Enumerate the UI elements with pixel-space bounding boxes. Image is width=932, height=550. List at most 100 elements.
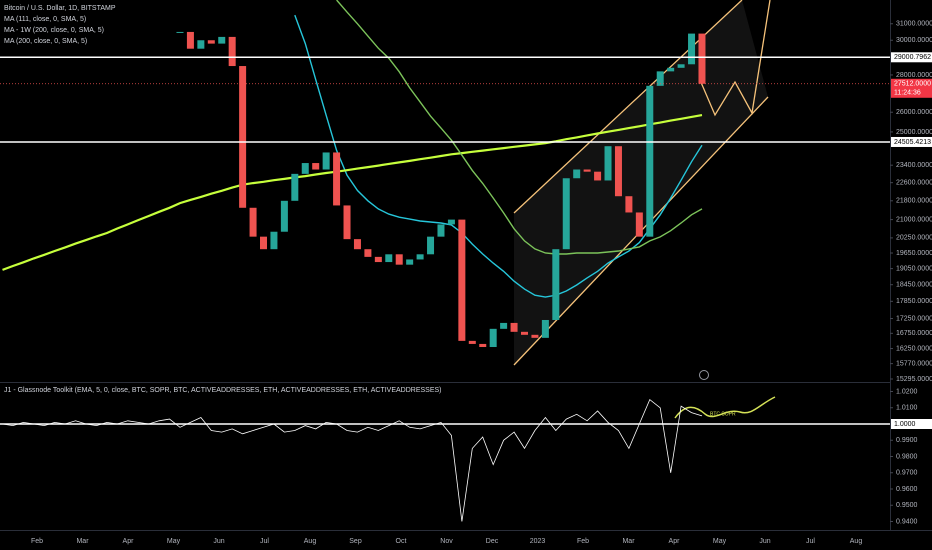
last-price-label: 27512.0000 <box>894 81 931 88</box>
projection-path <box>699 0 771 117</box>
x-tick-label: Feb <box>31 538 43 545</box>
level-label: 24505.4213 <box>894 139 931 146</box>
candle <box>531 334 539 338</box>
candle <box>562 178 570 250</box>
y-tick-label: 26000.0000 <box>896 109 932 116</box>
candle <box>364 249 372 257</box>
y-tick-label: 0.9500 <box>896 502 918 509</box>
y-tick-label: 0.9900 <box>896 437 918 444</box>
y-tick-label: 0.9800 <box>896 453 918 460</box>
x-tick-label: May <box>167 538 181 545</box>
x-tick-label: Jun <box>759 538 770 545</box>
candle <box>614 146 622 197</box>
x-tick-label: Jul <box>260 538 269 545</box>
candle <box>186 31 194 49</box>
x-tick-label: Apr <box>123 538 135 545</box>
y-tick-label: 22600.0000 <box>896 180 932 187</box>
marks <box>2 0 706 522</box>
sopr-drawing <box>674 396 776 419</box>
candle <box>385 254 393 263</box>
candle <box>635 212 643 237</box>
y-tick-label: 15770.0000 <box>896 360 932 367</box>
x-tick-label: Oct <box>396 538 407 545</box>
legend-entry: MA (111, close, 0, SMA, 5) <box>4 16 86 23</box>
moving-average <box>2 114 703 271</box>
y-tick-label: 19650.0000 <box>896 250 932 257</box>
x-tick-label: Aug <box>304 538 317 545</box>
candle <box>322 152 330 170</box>
candle <box>280 200 288 232</box>
candle <box>406 259 414 265</box>
candle <box>176 31 184 33</box>
candle <box>301 163 309 174</box>
candle <box>677 64 685 68</box>
candle <box>646 85 654 237</box>
candle <box>594 171 602 181</box>
candle <box>489 328 497 348</box>
candle <box>510 322 518 332</box>
x-tick-label: Jul <box>806 538 815 545</box>
candle <box>239 66 247 208</box>
x-tick-label: Feb <box>577 538 589 545</box>
candle <box>573 169 581 179</box>
candle <box>270 231 278 250</box>
candle <box>583 169 591 172</box>
last-price-tag <box>891 78 932 98</box>
candle <box>249 207 257 237</box>
level-tag <box>891 52 932 63</box>
x-tick-label: 2023 <box>530 538 546 545</box>
candle <box>218 36 226 44</box>
legend-entry: MA (200, close, 0, SMA, 5) <box>4 38 87 45</box>
candle <box>228 36 236 67</box>
moving-average <box>294 14 703 298</box>
candle <box>353 239 361 250</box>
candle <box>479 343 487 348</box>
candle <box>416 254 424 260</box>
candle <box>374 256 382 263</box>
candle <box>395 254 403 265</box>
candle <box>333 152 341 206</box>
y-tick-label: 0.9600 <box>896 486 918 493</box>
icon <box>699 370 709 380</box>
candle <box>521 331 528 335</box>
y-tick-label: 1.0200 <box>896 388 918 395</box>
candle <box>312 163 320 170</box>
annotation: BTC SOPR <box>710 411 736 417</box>
x-tick-label: Mar <box>622 538 635 545</box>
x-tick-label: Mar <box>76 538 89 545</box>
candle <box>447 219 455 225</box>
level-label: 29000.7962 <box>894 54 931 61</box>
candle <box>207 40 215 44</box>
y-tick-label: 25000.0000 <box>896 129 932 136</box>
candle <box>656 71 664 86</box>
candle <box>698 33 706 84</box>
y-tick-label: 16250.0000 <box>896 345 932 352</box>
candle <box>197 40 205 49</box>
y-tick-label: 15295.0000 <box>896 376 932 383</box>
candle <box>343 205 351 240</box>
candle <box>260 236 267 250</box>
candle <box>667 67 675 72</box>
candle <box>541 319 549 338</box>
y-tick-label: 16750.0000 <box>896 330 932 337</box>
y-tick-label: 28000.0000 <box>896 72 932 79</box>
candle <box>500 322 508 329</box>
indicator-title: J1 - Glassnode Toolkit (EMA, 5, 0, close… <box>4 387 442 394</box>
y-tick-label: 1.0100 <box>896 405 918 412</box>
level-label: 1.0000 <box>894 421 916 428</box>
y-tick-label: 0.9700 <box>896 470 918 477</box>
y-tick-label: 19050.0000 <box>896 265 932 272</box>
y-tick-label: 0.9400 <box>896 518 918 525</box>
candle <box>688 33 696 65</box>
y-tick-label: 21000.0000 <box>896 216 932 223</box>
candle <box>458 219 466 341</box>
y-tick-label: 18450.0000 <box>896 282 932 289</box>
candle <box>552 249 560 320</box>
x-tick-label: Jun <box>213 538 224 545</box>
x-tick-label: Nov <box>440 538 453 545</box>
x-tick-label: Aug <box>850 538 863 545</box>
y-tick-label: 23400.0000 <box>896 162 932 169</box>
candle <box>291 173 299 201</box>
